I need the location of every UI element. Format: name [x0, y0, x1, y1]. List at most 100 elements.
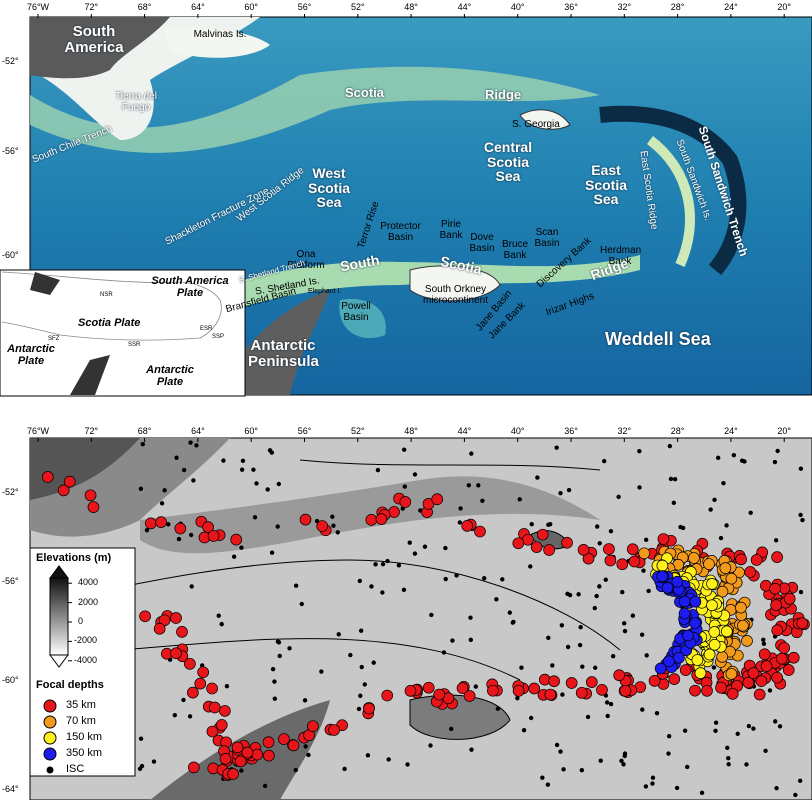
epicenter: [666, 734, 672, 739]
epicenter: [231, 554, 237, 559]
epicenter: [760, 660, 773, 672]
epicenter: [457, 520, 463, 525]
epicenter: [316, 520, 329, 532]
epicenter: [221, 458, 226, 463]
epicenter: [234, 755, 247, 768]
epicenter: [240, 458, 246, 464]
epicenter: [650, 775, 656, 780]
epicenter: [713, 720, 719, 725]
epicenter: [579, 767, 585, 773]
epicenter: [616, 494, 621, 500]
epicenter: [769, 582, 781, 595]
epicenter: [412, 551, 418, 556]
epicenter: [219, 705, 231, 717]
lon-label: 36°: [564, 2, 578, 12]
lon-label: 36°: [564, 426, 578, 436]
epicenter: [380, 561, 386, 567]
epicenter: [720, 625, 733, 638]
epicenter: [668, 476, 674, 482]
epicenter: [744, 762, 749, 767]
epicenter: [336, 632, 341, 637]
epicenter: [613, 669, 626, 682]
lon-label: 28°: [670, 426, 685, 436]
epicenter: [741, 635, 753, 647]
lat-label: -60°: [2, 250, 19, 260]
epicenter: [661, 581, 674, 594]
colorbar-label: 4000: [78, 577, 99, 588]
epicenter: [293, 583, 299, 588]
epicenter: [348, 652, 353, 658]
epicenter: [577, 544, 590, 556]
epicenter: [371, 660, 376, 665]
epicenter: [239, 545, 244, 550]
epicenter: [363, 702, 375, 715]
lon-label: 48°: [404, 426, 418, 436]
epicenter: [215, 719, 228, 731]
epicenter: [139, 763, 145, 769]
lon-label: 76°W: [26, 426, 50, 436]
place-label: Malvinas Is.: [193, 29, 247, 40]
legend-symbol: [43, 699, 57, 713]
epicenter: [731, 452, 737, 458]
place-label: S. Georgia: [512, 119, 560, 130]
land: [30, 438, 140, 500]
epicenter: [548, 675, 560, 688]
legend-label: 70 km: [66, 715, 96, 727]
epicenter: [375, 467, 381, 473]
epicenter: [770, 599, 782, 611]
epicenter: [267, 448, 273, 453]
epicenter: [771, 624, 784, 637]
epicenter: [561, 767, 566, 772]
epicenter: [443, 545, 448, 551]
epicenter: [608, 528, 614, 534]
epicenter: [597, 541, 602, 546]
epicenter: [560, 692, 565, 697]
epicenter: [694, 667, 707, 679]
colorbar-arrow: [49, 565, 69, 579]
epicenter: [302, 698, 308, 703]
epicenter: [630, 613, 636, 618]
epicenter: [725, 745, 730, 750]
epicenter: [181, 697, 186, 703]
lon-label: 68°: [137, 2, 152, 12]
epicenter: [176, 626, 188, 638]
epicenter: [748, 510, 753, 516]
epicenter: [671, 575, 684, 588]
epicenter: [708, 507, 713, 512]
s-georgia: [519, 109, 571, 130]
epicenter: [307, 720, 319, 733]
epicenter: [715, 455, 721, 460]
epicenter: [771, 671, 783, 684]
epicenter: [530, 541, 543, 554]
lon-label: 44°: [457, 426, 472, 436]
epicenter: [287, 646, 292, 651]
colorbar-label: -4000: [74, 654, 98, 665]
lon-label: 40°: [510, 426, 525, 436]
epicenter: [620, 589, 625, 595]
epicenter: [293, 767, 298, 773]
epicenter: [585, 676, 598, 688]
epicenter: [404, 684, 417, 697]
epicenter: [380, 590, 385, 595]
legend-label: 150 km: [66, 731, 103, 743]
epicenter: [277, 653, 282, 659]
lat-label: -52°: [2, 56, 19, 66]
epicenter: [566, 487, 572, 493]
south-america-land: [30, 17, 170, 79]
lat-label: -60°: [2, 675, 19, 685]
epicenter: [546, 635, 551, 641]
epicenter: [227, 768, 239, 780]
inset-label: Antarctic Plate: [146, 364, 194, 388]
epicenter: [219, 621, 224, 627]
epicenter: [761, 641, 767, 646]
epicenter: [172, 712, 178, 718]
place-label: Central Scotia Sea: [483, 139, 533, 185]
epicenter: [263, 749, 275, 762]
epicenter: [774, 785, 779, 791]
epicenter: [711, 665, 717, 670]
epicenter: [703, 558, 715, 570]
epicenter: [798, 512, 803, 518]
epicenter: [747, 667, 760, 679]
epicenter: [772, 719, 778, 724]
epicenter: [412, 472, 418, 477]
